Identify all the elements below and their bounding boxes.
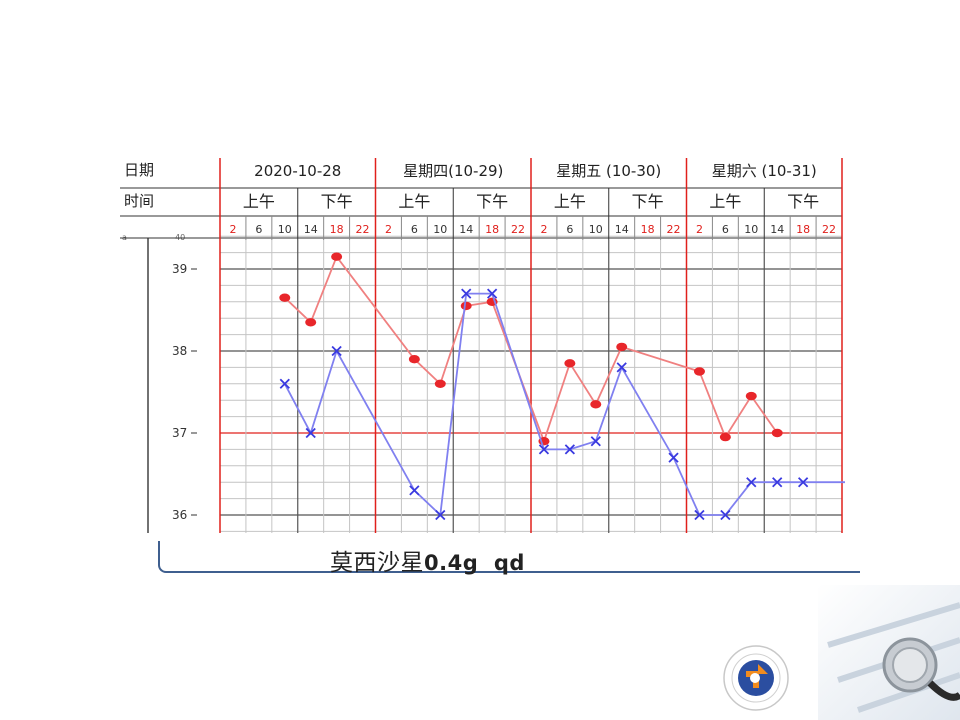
- data-point: [279, 378, 290, 389]
- hour-tick-label: 14: [770, 223, 784, 236]
- drug-note-box: [158, 541, 860, 573]
- hour-tick-label: 14: [459, 223, 473, 236]
- stethoscope-icon: [818, 585, 960, 720]
- hour-tick-label: 6: [722, 223, 729, 236]
- day-label: 星期五 (10-30): [556, 162, 661, 180]
- data-point: [771, 428, 783, 438]
- data-point: [797, 477, 809, 488]
- hour-tick-label: 2: [385, 223, 392, 236]
- hour-tick-label: 10: [589, 223, 603, 236]
- hour-tick-label: 18: [330, 223, 344, 236]
- data-point: [590, 436, 601, 447]
- am-label: 上午: [709, 192, 741, 211]
- data-point: [590, 400, 602, 409]
- grid: [219, 235, 843, 533]
- hour-tick-label: 14: [304, 223, 318, 236]
- data-point: [720, 509, 731, 521]
- hour-tick-label: 2: [540, 223, 547, 236]
- data-point: [305, 427, 316, 439]
- data-point: [746, 477, 757, 488]
- y-tick-label: 39: [172, 262, 187, 276]
- hour-tick-label: 22: [667, 223, 681, 236]
- data-point: [486, 288, 498, 299]
- am-label: 上午: [398, 192, 430, 211]
- series-dot: [279, 252, 783, 446]
- data-point: [409, 485, 420, 496]
- data-point: [745, 391, 757, 401]
- series: [279, 252, 845, 521]
- hour-tick-label: 10: [278, 223, 292, 236]
- am-label: 上午: [554, 192, 586, 211]
- hour-tick-label: 22: [511, 223, 525, 236]
- series-x: [279, 288, 845, 521]
- data-point: [772, 477, 783, 488]
- y-tick-label: 38: [172, 344, 187, 358]
- hour-tick-label: 10: [433, 223, 447, 236]
- hour-tick-label: 18: [641, 223, 655, 236]
- day-label: 星期六 (10-31): [712, 162, 817, 180]
- data-point: [435, 509, 446, 521]
- y-ticks: 36 37 38 39: [172, 262, 197, 522]
- hour-tick-label: 2: [696, 223, 703, 236]
- pm-label: 下午: [476, 192, 508, 211]
- data-point: [305, 318, 317, 327]
- hour-tick-label: 18: [796, 223, 810, 236]
- hour-tick-label: 6: [255, 223, 262, 236]
- hour-tick-label: 18: [485, 223, 499, 236]
- y-tick-label: 37: [172, 426, 187, 440]
- data-point: [461, 288, 472, 299]
- data-point: [564, 359, 576, 368]
- data-point: [460, 301, 472, 311]
- drug-frequency: qd: [493, 551, 525, 575]
- data-point: [693, 367, 705, 376]
- hour-tick-label: 2: [229, 223, 236, 236]
- hour-tick-label: 14: [615, 223, 629, 236]
- drug-note: 莫西沙星0.4g qd: [330, 543, 525, 577]
- data-point: [564, 444, 576, 455]
- hospital-logo-icon: [723, 645, 789, 711]
- data-point: [331, 345, 342, 357]
- pm-label: 下午: [321, 192, 353, 211]
- hour-tick-label: 6: [566, 223, 573, 236]
- drug-name: 莫西沙星: [330, 550, 424, 576]
- data-point: [616, 362, 627, 373]
- pm-label: 下午: [632, 192, 664, 211]
- data-point: [538, 444, 550, 455]
- time-label: 时间: [124, 192, 154, 210]
- data-point: [408, 355, 420, 364]
- hour-tick-label: 10: [744, 223, 758, 236]
- pm-label: 下午: [787, 192, 819, 211]
- drug-dose: 0.4g: [424, 551, 479, 575]
- am-label: 上午: [243, 192, 275, 211]
- data-point: [616, 342, 628, 352]
- data-point: [694, 509, 705, 521]
- data-point: [719, 432, 731, 442]
- y-tick-label: 36: [172, 508, 187, 522]
- data-point: [434, 379, 446, 388]
- date-label: 日期: [124, 161, 154, 179]
- data-point: [331, 252, 343, 261]
- day-label: 2020-10-28: [254, 162, 341, 180]
- data-point: [279, 293, 291, 302]
- data-point: [668, 452, 679, 463]
- day-label: 星期四(10-29): [403, 162, 503, 180]
- hour-tick-label: 6: [411, 223, 418, 236]
- hour-tick-label: 22: [822, 223, 836, 236]
- hour-tick-label: 22: [356, 223, 370, 236]
